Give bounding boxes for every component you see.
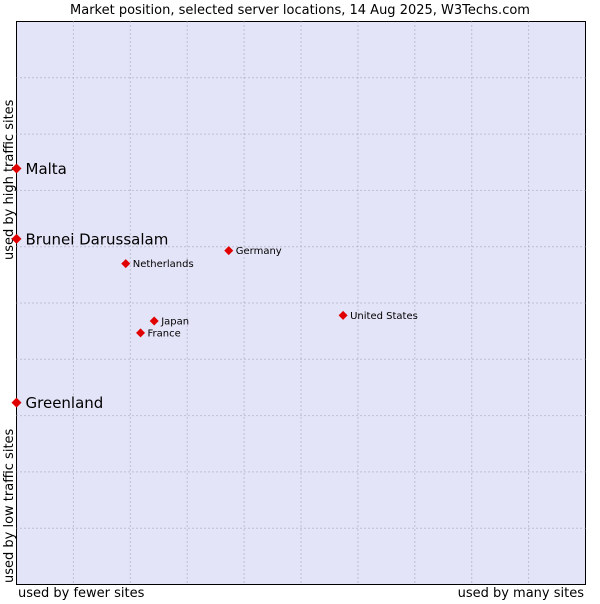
point-marker (149, 316, 159, 326)
y-axis-label-bottom: used by low traffic sites (2, 428, 17, 583)
point-label: Germany (236, 246, 282, 257)
x-axis-label-right: used by many sites (458, 586, 585, 600)
grid-lines (16, 21, 586, 585)
point-label: France (148, 328, 181, 339)
point-marker (11, 163, 22, 174)
data-point-france: France (136, 328, 181, 339)
point-marker (11, 233, 22, 244)
point-marker (224, 246, 234, 256)
point-label: Netherlands (133, 259, 194, 270)
data-point-germany: Germany (224, 246, 282, 257)
point-marker (11, 397, 22, 408)
data-point-netherlands: Netherlands (121, 259, 194, 270)
point-label: Japan (160, 317, 189, 328)
y-axis-label-top: used by high traffic sites (2, 99, 17, 260)
data-point-brunei-darussalam: Brunei Darussalam (11, 230, 169, 248)
point-label: United States (350, 311, 418, 322)
point-label: Malta (26, 160, 67, 178)
data-points: Malta Brunei Darussalam Greenland Germany Ne… (11, 160, 418, 412)
x-axis-label-left: used by fewer sites (18, 586, 145, 600)
point-marker (121, 259, 131, 269)
data-point-japan: Japan (149, 316, 189, 328)
data-point-united-states: United States (338, 310, 418, 322)
chart-title: Market position, selected server locatio… (70, 3, 530, 18)
data-point-greenland: Greenland (11, 394, 104, 412)
point-marker (338, 310, 348, 320)
point-label: Brunei Darussalam (26, 230, 169, 248)
point-label: Greenland (26, 394, 104, 412)
point-marker (136, 328, 146, 338)
data-point-malta: Malta (11, 160, 67, 178)
